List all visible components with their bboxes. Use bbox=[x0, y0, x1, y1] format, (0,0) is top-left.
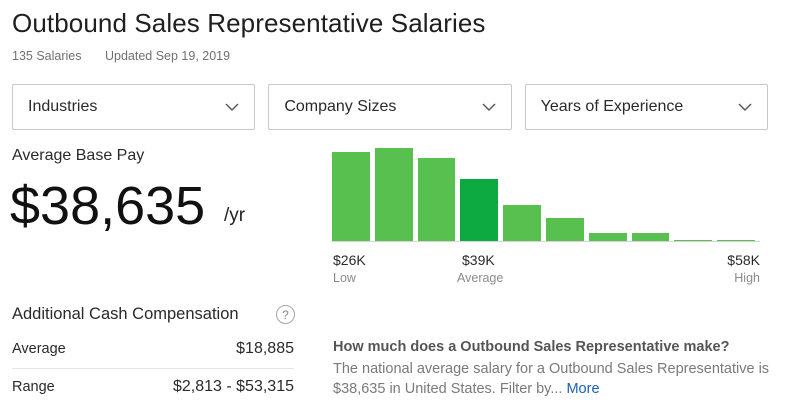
page-title: Outbound Sales Representative Salaries bbox=[12, 8, 486, 38]
industries-dropdown[interactable]: Industries bbox=[12, 84, 256, 130]
chevron-down-icon bbox=[738, 103, 752, 111]
histogram-bar bbox=[503, 204, 541, 242]
histogram-bar bbox=[417, 158, 456, 242]
filter-bar: Industries Company Sizes Years of Experi… bbox=[12, 84, 768, 130]
cash-range-value: $2,813 - $53,315 bbox=[173, 378, 294, 395]
cash-range-label: Range bbox=[12, 379, 55, 395]
more-link[interactable]: More bbox=[566, 381, 600, 397]
updated-date: Updated Sep 19, 2019 bbox=[104, 49, 231, 63]
salary-distribution-chart bbox=[332, 146, 760, 242]
industries-dropdown-label: Industries bbox=[28, 98, 98, 115]
company-sizes-dropdown-label: Company Sizes bbox=[284, 98, 397, 115]
histogram-bar bbox=[460, 178, 499, 242]
company-sizes-dropdown[interactable]: Company Sizes bbox=[268, 84, 512, 130]
chevron-down-icon bbox=[225, 103, 239, 111]
pay-period: /yr bbox=[224, 205, 246, 226]
faq-answer-text: The national average salary for a Outbou… bbox=[333, 361, 770, 397]
tick-average-label: Average bbox=[457, 271, 504, 285]
tick-high-value: $58K bbox=[727, 252, 760, 268]
cash-average-value: $18,885 bbox=[236, 340, 294, 357]
histogram-bar bbox=[631, 233, 670, 242]
additional-cash-label: Additional Cash Compensation bbox=[12, 305, 239, 323]
years-of-experience-dropdown[interactable]: Years of Experience bbox=[524, 84, 768, 130]
salary-count: 135 Salaries bbox=[12, 49, 82, 63]
tick-low-label: Low bbox=[333, 271, 356, 285]
tick-low-value: $26K bbox=[333, 252, 366, 268]
chart-axis bbox=[332, 241, 760, 242]
average-base-pay-label: Average Base Pay bbox=[12, 147, 145, 164]
help-icon[interactable]: ? bbox=[276, 305, 295, 324]
histogram-bar bbox=[332, 151, 370, 242]
salary-meta: 135 Salaries Updated Sep 19, 2019 bbox=[12, 49, 230, 63]
cash-average-label: Average bbox=[12, 341, 66, 357]
faq-answer: The national average salary for a Outbou… bbox=[333, 359, 773, 399]
average-base-pay-amount: $38,635 bbox=[10, 176, 206, 236]
histogram-bar bbox=[374, 147, 413, 242]
histogram-bar bbox=[546, 218, 584, 242]
faq-question: How much does a Outbound Sales Represent… bbox=[333, 339, 730, 355]
years-of-experience-dropdown-label: Years of Experience bbox=[540, 98, 684, 115]
tick-average-value: $39K bbox=[462, 252, 495, 268]
tick-high-label: High bbox=[734, 271, 760, 285]
histogram-bar bbox=[588, 233, 627, 242]
chevron-down-icon bbox=[482, 103, 496, 111]
row-divider bbox=[12, 368, 294, 369]
